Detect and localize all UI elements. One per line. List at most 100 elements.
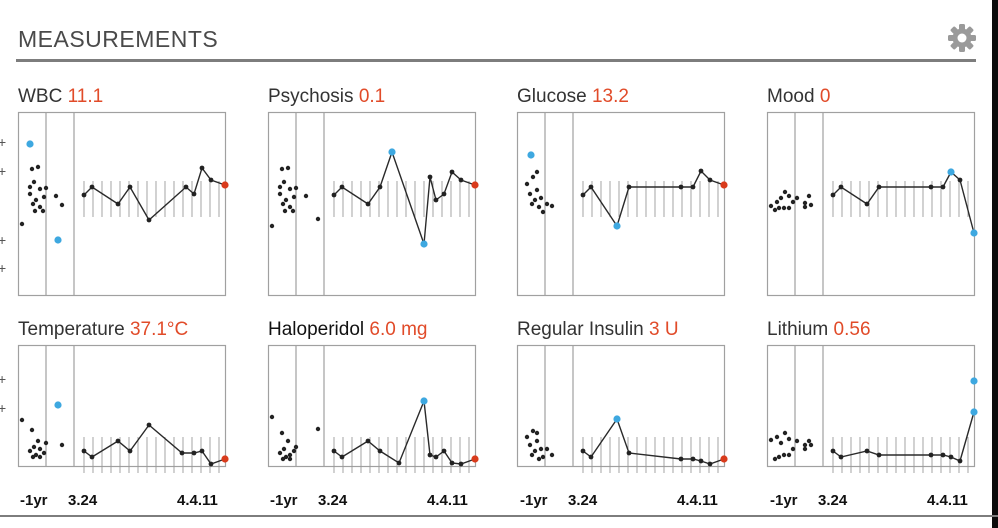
scatter-point [40,208,46,214]
scatter-point [291,448,297,454]
data-point [433,197,439,203]
measurement-value: 13.2 [591,86,629,107]
scatter-point [37,454,43,460]
data-point [89,184,95,190]
scatter-point [534,430,540,436]
scatter-point [315,216,321,222]
data-point [81,192,87,198]
measurement-name: Regular Insulin [517,319,644,340]
data-point [876,184,882,190]
data-point [928,184,934,190]
measurement-value: 0.1 [358,86,386,107]
scatter-point [269,414,275,420]
scatter-point [802,200,808,206]
data-point [626,450,632,456]
scatter-point [59,442,65,448]
measurement-value: 0 [819,86,831,107]
scatter-point [776,205,782,211]
scatter-point [29,166,35,172]
data-point [115,201,121,207]
sparkline-chart [516,111,728,297]
axis-tick-mark: + [0,371,7,387]
data-point [81,448,87,454]
data-point [89,454,95,460]
axis-label-end: 4.4.11 [677,492,718,509]
scatter-point [283,197,289,203]
chart-frame [267,344,477,468]
axis-label-start: 3.24 [568,492,598,509]
highlight-point [613,222,621,230]
scatter-point [27,184,33,190]
scatter-point [293,185,299,191]
axis-label-end: 4.4.11 [927,492,968,509]
scatter-point [782,189,788,195]
scatter-point [35,438,41,444]
data-point [146,217,152,223]
data-point [940,452,946,458]
axis-tick-mark: + [0,400,7,416]
scatter-point [19,417,25,423]
axis-label-start: 3.24 [818,492,848,509]
scatter-point [527,191,533,197]
data-point [146,422,152,428]
highlight-point [970,408,978,416]
data-point [331,448,337,454]
data-point [127,184,133,190]
axis-tick-mark: + [0,232,7,248]
scatter-point [287,456,293,462]
data-point [957,458,963,464]
chart-frame [766,344,976,468]
scatter-point [282,208,288,214]
data-point [830,192,836,198]
scatter-point [280,456,286,462]
measurement-name: Psychosis [268,86,354,107]
bottom-divider [0,515,998,517]
scatter-point [778,440,784,446]
section-title: MEASUREMENTS [18,26,219,52]
highlight-point [613,415,621,423]
scatter-point [768,203,774,209]
data-point [876,452,882,458]
scatter-point [538,446,544,452]
gear-icon[interactable] [946,22,978,54]
sparkline-chart [17,111,229,297]
data-point [127,448,133,454]
axis-label-end: 4.4.11 [427,492,468,509]
axis-label-yr: -1yr [520,492,548,509]
chart-frame [766,111,976,297]
scatter-point [774,199,780,205]
latest-point [720,181,728,189]
data-point [427,174,433,180]
chart-frame [17,111,227,297]
measurement-value: 6.0 mg [369,319,428,340]
latest-point [471,455,479,463]
data-point [441,448,447,454]
scatter-point [786,436,792,442]
scatter-point [540,454,546,460]
scatter-point [43,185,49,191]
highlight-point [947,168,955,176]
axis-label-start: 3.24 [68,492,98,509]
data-point [588,454,594,460]
data-point [449,169,455,175]
scatter-point [782,430,788,436]
chart-frame [516,344,726,468]
scatter-point [524,181,530,187]
sparkline-chart [267,111,479,297]
trend-line [83,166,226,222]
data-point [458,177,464,183]
scatter-point [794,195,800,201]
measurement-name: Temperature [18,319,125,340]
scatter-point [35,164,41,170]
data-point [580,448,586,454]
scatter-point [527,442,533,448]
scatter-point [59,202,65,208]
scatter-point [29,427,35,433]
scatter-point [41,450,47,456]
scatter-point [540,209,546,215]
data-point [948,454,954,460]
scatter-point [43,440,49,446]
measurement-name: Mood [767,86,815,107]
data-point [449,460,455,466]
highlight-point [54,401,62,409]
